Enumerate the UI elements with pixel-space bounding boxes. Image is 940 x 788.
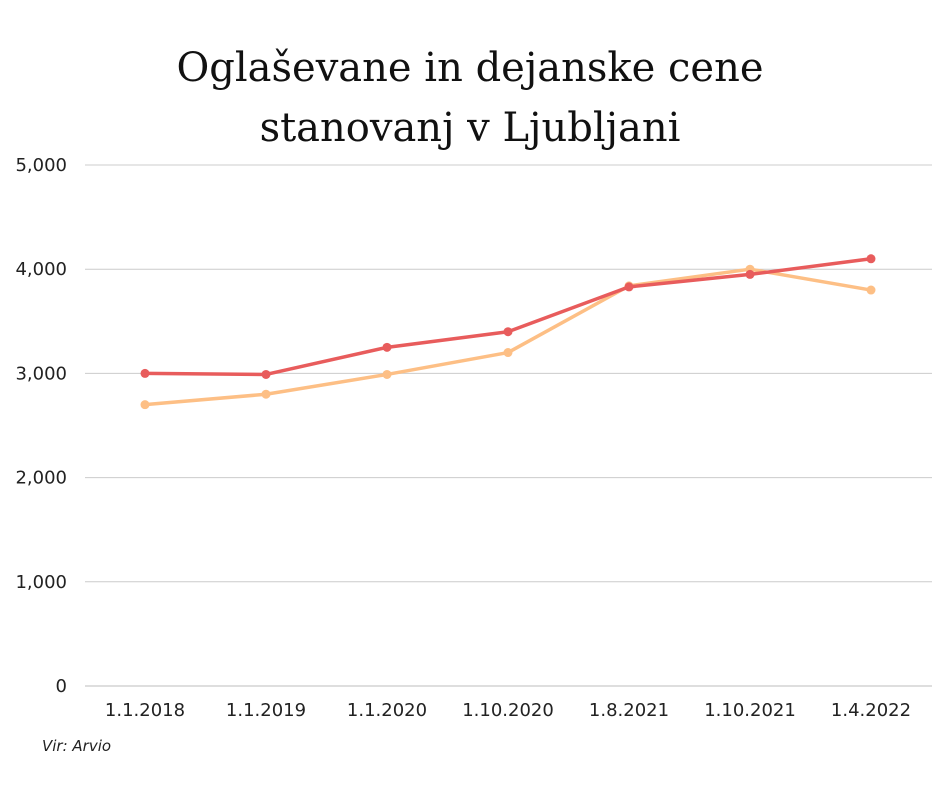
x-tick-label: 1.1.2019 bbox=[226, 700, 306, 721]
series-line bbox=[143, 257, 873, 377]
data-point bbox=[140, 400, 150, 410]
source-note: Vir: Arvio bbox=[42, 737, 112, 755]
y-tick-label: 2,000 bbox=[15, 468, 67, 489]
x-tick-label: 1.1.2018 bbox=[105, 700, 185, 721]
data-point bbox=[866, 254, 876, 264]
gridlines bbox=[85, 164, 932, 687]
chart-title: Oglaševane in dejanske cene stanovanj v … bbox=[0, 38, 940, 158]
data-point bbox=[866, 285, 876, 295]
chart-title-line-1: Oglaševane in dejanske cene bbox=[176, 45, 764, 91]
y-tick-label: 3,000 bbox=[15, 363, 67, 384]
data-point bbox=[745, 269, 755, 279]
y-axis-tick-labels: 0 1,000 2,000 3,000 4,000 5,000 bbox=[15, 155, 67, 697]
series-line bbox=[143, 267, 873, 407]
y-tick-label: 1,000 bbox=[15, 572, 67, 593]
data-point bbox=[261, 389, 271, 399]
x-tick-label: 1.8.2021 bbox=[589, 700, 669, 721]
data-point bbox=[140, 368, 150, 378]
series-1 bbox=[140, 254, 876, 379]
data-point bbox=[503, 327, 513, 337]
x-tick-label: 1.1.2020 bbox=[347, 700, 427, 721]
chart-title-line-2: stanovanj v Ljubljani bbox=[259, 105, 681, 151]
x-tick-label: 1.10.2021 bbox=[704, 700, 796, 721]
data-point bbox=[503, 348, 513, 358]
data-point bbox=[382, 342, 392, 352]
x-axis-tick-labels: 1.1.2018 1.1.2019 1.1.2020 1.10.2020 1.8.202… bbox=[105, 700, 911, 721]
y-tick-label: 4,000 bbox=[15, 259, 67, 280]
data-point bbox=[624, 282, 634, 292]
x-tick-label: 1.10.2020 bbox=[462, 700, 554, 721]
y-tick-label: 0 bbox=[56, 676, 67, 697]
x-tick-label: 1.4.2022 bbox=[831, 700, 911, 721]
y-tick-label: 5,000 bbox=[15, 155, 67, 176]
data-point bbox=[382, 369, 392, 379]
data-point bbox=[261, 369, 271, 379]
series-2 bbox=[140, 264, 876, 410]
series-lines bbox=[140, 254, 876, 410]
